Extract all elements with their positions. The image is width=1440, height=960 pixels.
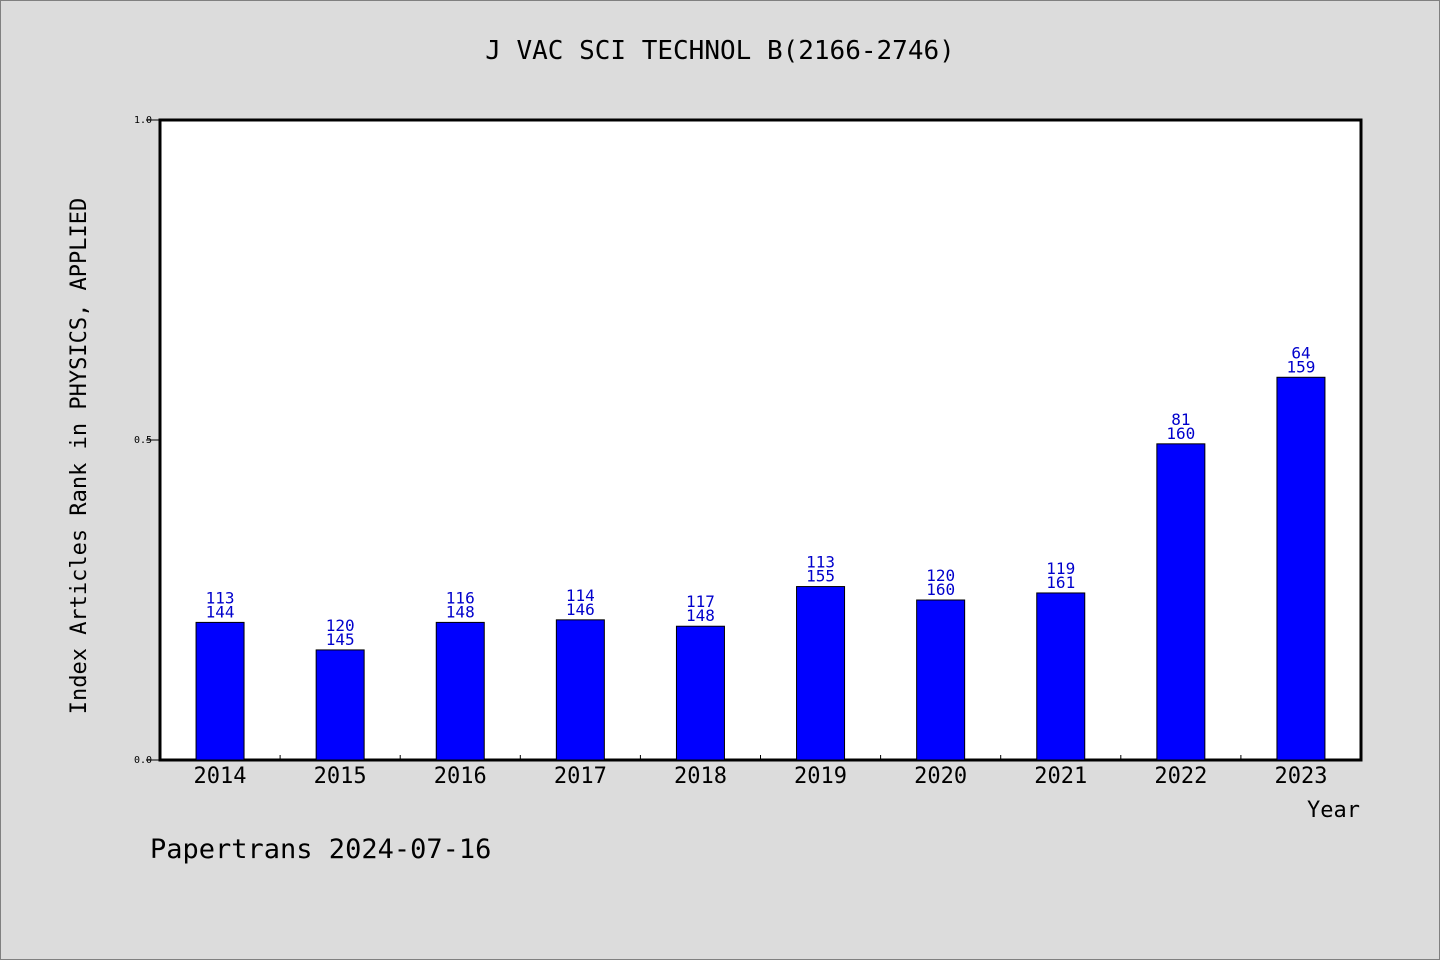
bar-rank-label: 117 [686,592,715,611]
bar-rank-label: 119 [1046,559,1075,578]
bar [675,625,725,761]
bar [916,599,966,761]
bar-rank-label: 64 [1291,343,1310,362]
bar [555,619,605,761]
x-tick-label: 2023 [1274,764,1327,789]
x-tick-label: 2019 [794,764,847,789]
bar [315,649,365,761]
bar-total-label: 155 [806,567,835,586]
bar-rank-label: 120 [926,566,955,585]
y-tick-label: 1.0 [134,115,152,126]
bar-total-label: 148 [446,602,475,621]
bar-total-label: 160 [1166,424,1195,443]
bar-total-label: 161 [1046,573,1075,592]
bar-rank-label: 116 [446,588,475,607]
bar [435,621,485,761]
x-tick-label: 2021 [1034,764,1087,789]
y-axis-label: Index Articles Rank in PHYSICS, APPLIED [67,198,92,715]
x-tick-label: 2020 [914,764,967,789]
bar [796,586,846,761]
x-tick-label: 2014 [194,764,247,789]
bar [195,621,245,761]
bar-total-label: 148 [686,606,715,625]
x-tick-label: 2018 [674,764,727,789]
bar-total-label: 146 [566,600,595,619]
x-tick-label: 2016 [434,764,487,789]
bar-rank-label: 113 [806,553,835,572]
footer-note: Papertrans 2024-07-16 [150,834,492,865]
bar-rank-label: 114 [566,586,595,605]
bar-total-label: 144 [206,602,235,621]
bar-rank-label: 81 [1171,410,1190,429]
x-tick-label: 2015 [314,764,367,789]
bar [1156,443,1206,761]
y-tick-label: 0.5 [134,435,152,446]
bar-total-label: 159 [1286,357,1315,376]
bar-rank-label: 120 [326,616,355,635]
bar [1036,592,1086,761]
x-axis-label: Year [1307,798,1360,823]
bar-total-label: 145 [326,630,355,649]
y-tick-label: 0.0 [134,755,152,766]
x-tick-label: 2022 [1154,764,1207,789]
bar [1276,376,1326,761]
chart-title: J VAC SCI TECHNOL B(2166-2746) [485,36,955,66]
bar-total-label: 160 [926,580,955,599]
x-tick-label: 2017 [554,764,607,789]
bar-rank-label: 113 [206,588,235,607]
